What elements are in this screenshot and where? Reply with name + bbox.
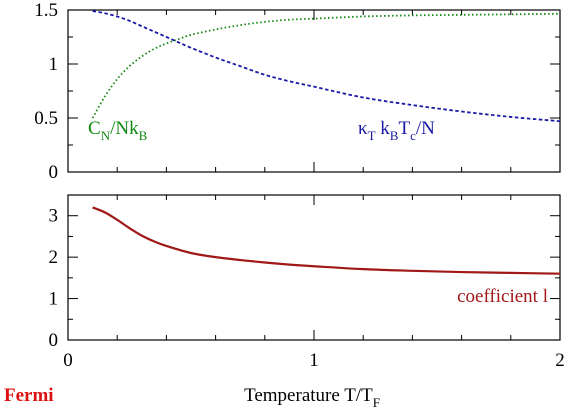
y-tick-label: 3 (49, 206, 59, 227)
corner-label: Fermi (4, 385, 54, 406)
series-line-1-0 (92, 206, 561, 275)
x-tick-label: 1 (309, 350, 319, 371)
top-y-axis-ticks: 0 0.5 1 1.5 (34, 0, 560, 183)
y-tick-label: 1 (49, 54, 59, 75)
y-tick-label: 2 (49, 247, 59, 268)
series-line-0-0 (91, 12, 561, 119)
series-layer (91, 10, 561, 275)
top-panel-frame (67, 9, 561, 173)
bottom-panel-frame (67, 194, 561, 341)
y-tick-label: 1 (49, 289, 59, 310)
y-tick-label: 0.5 (34, 108, 58, 129)
x-tick-label: 0 (63, 350, 73, 371)
y-tick-label: 0 (49, 330, 59, 351)
y-tick-label: 1.5 (34, 0, 58, 21)
series-label-cn: CN/NkB (88, 118, 148, 143)
series-line-0-1 (92, 10, 561, 123)
series-label-coefficient: coefficient l (457, 286, 548, 307)
x-axis-title: Temperature T/TF (244, 385, 380, 410)
x-tick-label: 2 (555, 350, 565, 371)
series-label-kappa: κT kBTc/N (358, 118, 435, 143)
bottom-axis-ticks: 0 1 2 3 0 1 2 (49, 195, 565, 371)
y-tick-label: 0 (49, 162, 59, 183)
